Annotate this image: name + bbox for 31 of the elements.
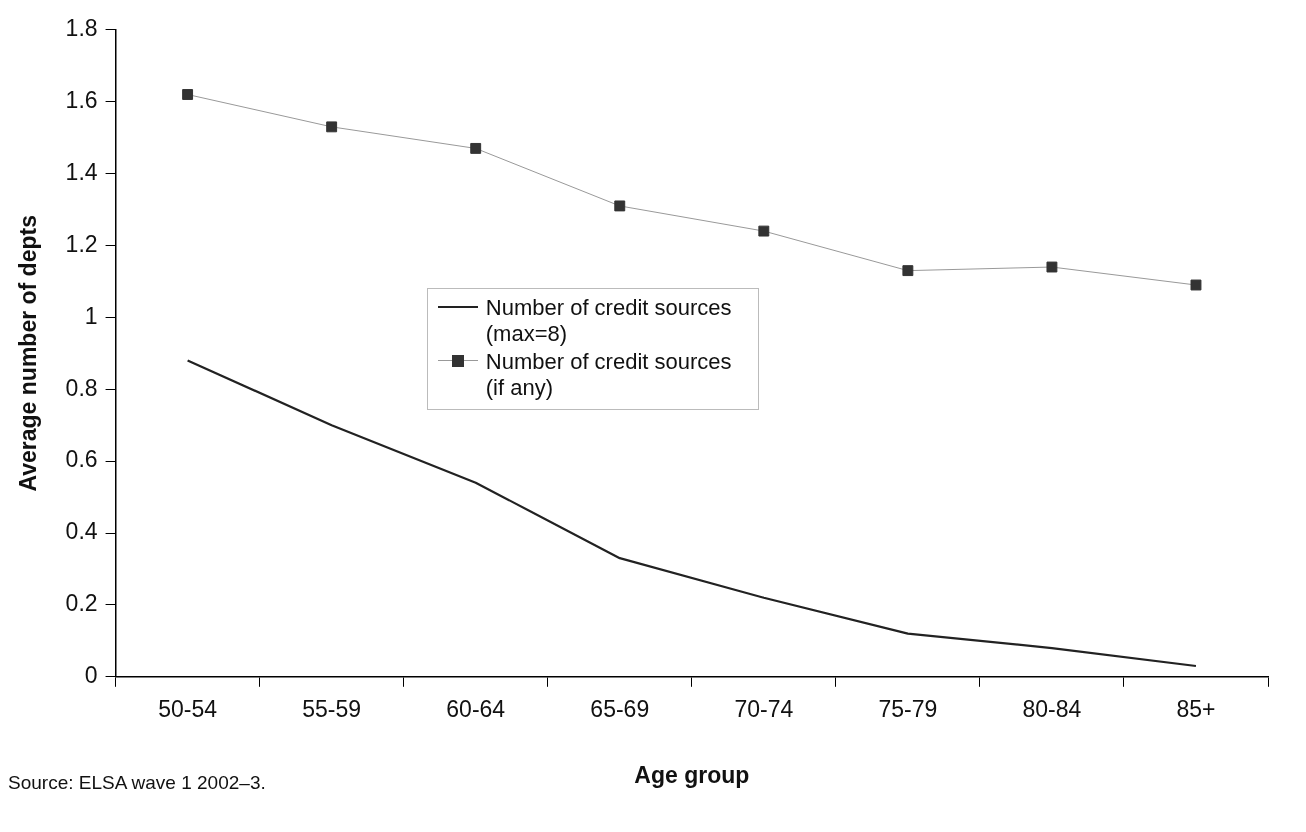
- point: [902, 265, 914, 277]
- point: [1190, 279, 1202, 291]
- x-tick-label: 65-69: [590, 695, 650, 722]
- x-tick-label: 70-74: [734, 695, 794, 722]
- y-tick-label: 1.4: [65, 158, 98, 185]
- point: [1046, 261, 1058, 273]
- x-tick-label: 50-54: [158, 695, 218, 722]
- y-tick-label: 1.2: [65, 230, 98, 257]
- y-tick-label: 1.8: [65, 15, 98, 42]
- source-note: Source: ELSA wave 1 2002–3.: [8, 772, 266, 794]
- y-tick-label: 0.4: [65, 518, 98, 545]
- y-tick-label: 0: [84, 662, 98, 689]
- point: [326, 121, 338, 133]
- legend-label: Number of credit sources (if any): [485, 349, 733, 402]
- point: [182, 89, 194, 100]
- point: [758, 225, 770, 237]
- point: [614, 200, 626, 212]
- point: [470, 142, 482, 154]
- y-tick-label: 0.8: [65, 374, 98, 401]
- y-tick-label: 1.6: [65, 87, 98, 114]
- y-axis-title: Average number of depts: [15, 215, 42, 492]
- legend-label: Number of credit sources (max=8): [485, 295, 733, 348]
- x-tick-label: 55-59: [302, 695, 362, 722]
- x-tick-label: 80-84: [1022, 695, 1082, 722]
- y-tick-label: 0.6: [65, 446, 98, 473]
- x-tick-label: 85+: [1176, 695, 1216, 722]
- x-tick-label: 60-64: [446, 695, 506, 722]
- y-tick-label: 0.2: [65, 590, 98, 617]
- x-axis-title: Age group: [634, 761, 750, 788]
- y-tick-label: 1: [84, 302, 98, 329]
- x-tick-label: 75-79: [878, 695, 938, 722]
